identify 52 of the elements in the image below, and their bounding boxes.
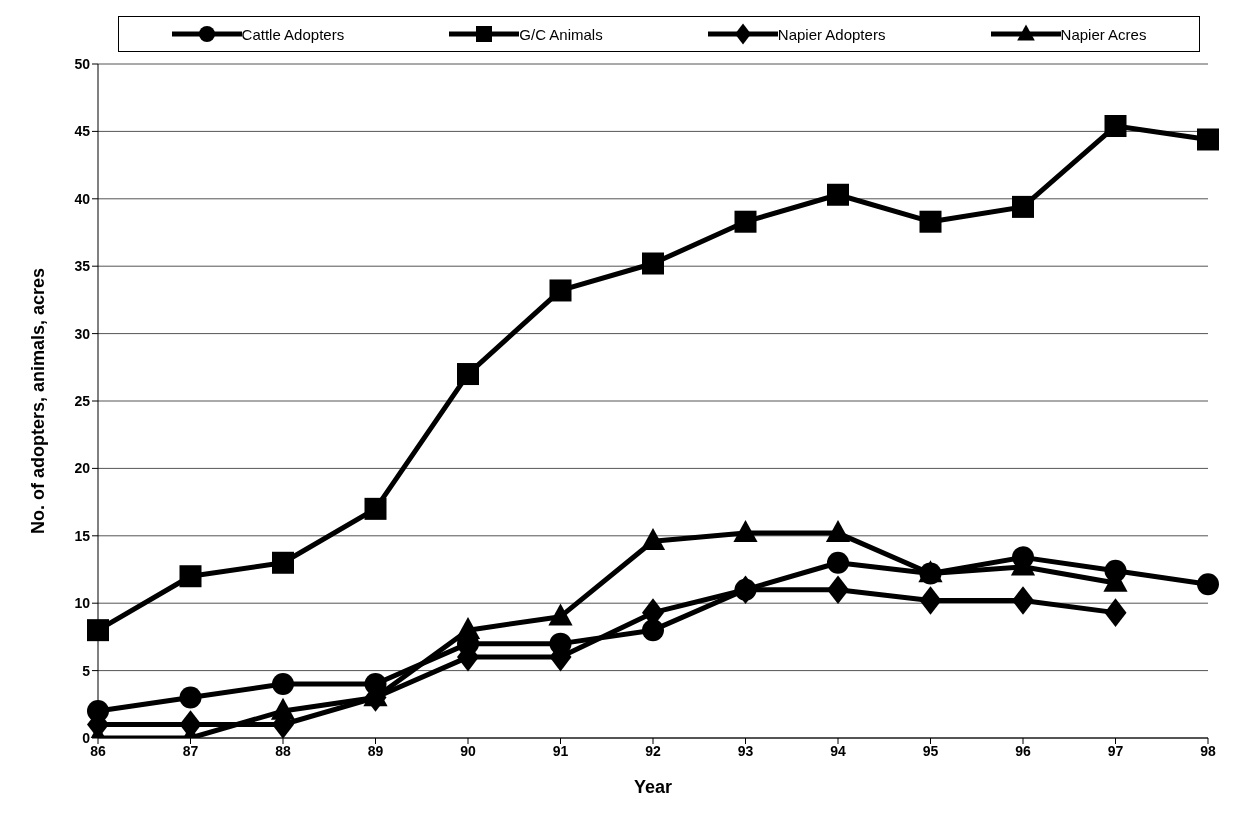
point xyxy=(549,279,572,302)
y-tick-label: 40 xyxy=(74,190,91,207)
y-tick-label: 0 xyxy=(82,729,91,746)
legend-label: Napier Acres xyxy=(1059,24,1147,45)
y-tick-label: 10 xyxy=(74,595,91,612)
point xyxy=(179,565,202,588)
point xyxy=(1012,586,1034,615)
y-tick-label: 35 xyxy=(74,258,91,275)
point xyxy=(642,252,664,275)
point xyxy=(734,210,757,233)
point xyxy=(1197,128,1219,151)
legend-label: Napier Adopters xyxy=(776,24,886,45)
x-tick-label: 93 xyxy=(737,742,754,759)
legend-label: G/C Animals xyxy=(518,24,603,45)
x-tick-label: 88 xyxy=(275,742,291,759)
y-tick-label: 50 xyxy=(74,55,91,72)
point xyxy=(1197,573,1219,596)
y-tick-label: 15 xyxy=(74,527,91,544)
point xyxy=(827,551,849,574)
point xyxy=(457,363,479,386)
point xyxy=(272,551,294,574)
point xyxy=(272,673,294,696)
x-tick-label: 86 xyxy=(90,742,106,759)
x-tick-label: 90 xyxy=(460,742,476,759)
x-tick-label: 95 xyxy=(922,742,939,759)
point xyxy=(1012,195,1034,218)
x-tick-label: 94 xyxy=(830,742,846,759)
point xyxy=(548,603,573,626)
point xyxy=(179,686,202,709)
point xyxy=(827,575,849,605)
point xyxy=(87,619,109,642)
legend-label: Cattle Adopters xyxy=(240,24,345,45)
y-tick-label: 30 xyxy=(74,325,91,342)
x-tick-label: 87 xyxy=(182,742,199,759)
point xyxy=(919,210,942,233)
x-tick-label: 91 xyxy=(552,742,569,759)
point xyxy=(364,497,387,520)
x-tick-label: 92 xyxy=(645,742,661,759)
x-tick-label: 98 xyxy=(1200,742,1216,759)
y-tick-label: 20 xyxy=(74,460,91,477)
y-axis-title: No. of adopters, animals, acres xyxy=(28,267,49,535)
point xyxy=(919,586,942,615)
x-tick-label: 96 xyxy=(1015,742,1031,759)
point xyxy=(1104,598,1127,627)
y-tick-label: 45 xyxy=(74,123,91,140)
y-tick-label: 5 xyxy=(82,662,91,679)
point xyxy=(1104,115,1127,138)
x-axis-title: Year xyxy=(633,777,673,797)
point xyxy=(827,183,849,206)
y-tick-label: 25 xyxy=(74,392,91,409)
x-tick-label: 89 xyxy=(367,742,384,759)
x-tick-label: 97 xyxy=(1107,742,1124,759)
